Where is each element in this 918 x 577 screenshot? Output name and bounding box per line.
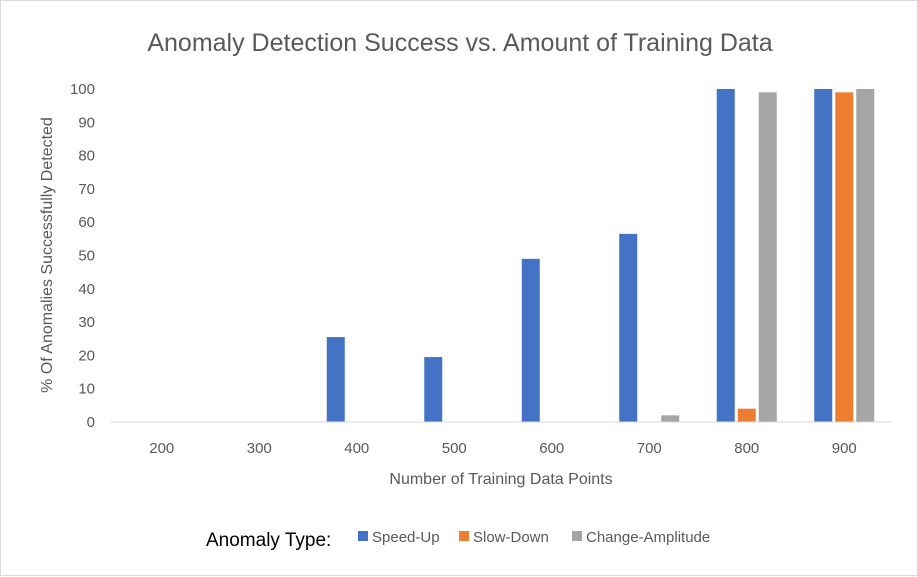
y-tick-label: 50 bbox=[78, 248, 95, 265]
legend-label-slow-down: Slow-Down bbox=[473, 529, 549, 546]
bar-speed-up-400 bbox=[326, 337, 345, 422]
y-axis-ticks: 0 10 20 30 40 50 60 70 80 90 100 bbox=[70, 81, 95, 431]
bars bbox=[326, 89, 875, 422]
bar-change-amplitude-700 bbox=[661, 415, 680, 422]
y-tick-label: 60 bbox=[78, 214, 95, 231]
legend: Anomaly Type: Speed-Up Slow-Down Change-Am… bbox=[206, 529, 710, 551]
x-axis-label: Number of Training Data Points bbox=[389, 471, 612, 488]
legend-label-change-amplitude: Change-Amplitude bbox=[586, 529, 710, 546]
x-tick-label: 600 bbox=[539, 440, 564, 457]
x-tick-label: 200 bbox=[149, 440, 174, 457]
y-tick-label: 0 bbox=[87, 414, 95, 431]
x-tick-label: 700 bbox=[637, 440, 662, 457]
y-tick-label: 100 bbox=[70, 81, 95, 98]
bar-speed-up-500 bbox=[424, 357, 443, 422]
y-tick-label: 80 bbox=[78, 148, 95, 165]
y-tick-label: 90 bbox=[78, 114, 95, 131]
x-tick-label: 400 bbox=[344, 440, 369, 457]
bar-change-amplitude-800 bbox=[758, 92, 777, 422]
legend-title: Anomaly Type: bbox=[206, 530, 331, 551]
legend-swatch-change-amplitude bbox=[572, 531, 582, 541]
x-tick-label: 800 bbox=[734, 440, 759, 457]
legend-swatch-speed-up bbox=[358, 531, 368, 541]
bar-slow-down-900 bbox=[835, 92, 854, 422]
bar-speed-up-700 bbox=[619, 233, 638, 422]
bar-speed-up-600 bbox=[521, 258, 540, 422]
y-tick-label: 40 bbox=[78, 281, 95, 298]
legend-label-speed-up: Speed-Up bbox=[372, 529, 440, 546]
x-tick-label: 500 bbox=[442, 440, 467, 457]
bar-change-amplitude-900 bbox=[856, 89, 875, 422]
y-tick-label: 30 bbox=[78, 314, 95, 331]
x-tick-label: 900 bbox=[832, 440, 857, 457]
x-axis-ticks: 200 300 400 500 600 700 800 900 bbox=[149, 440, 857, 457]
y-tick-label: 10 bbox=[78, 381, 95, 398]
y-tick-label: 20 bbox=[78, 347, 95, 364]
chart-title: Anomaly Detection Success vs. Amount of … bbox=[147, 29, 772, 57]
y-tick-label: 70 bbox=[78, 181, 95, 198]
bar-slow-down-800 bbox=[737, 408, 756, 422]
y-axis-label: % Of Anomalies Successfully Detected bbox=[39, 117, 56, 393]
legend-swatch-slow-down bbox=[459, 531, 469, 541]
bar-speed-up-900 bbox=[814, 89, 833, 422]
bar-speed-up-800 bbox=[716, 89, 735, 422]
x-tick-label: 300 bbox=[247, 440, 272, 457]
